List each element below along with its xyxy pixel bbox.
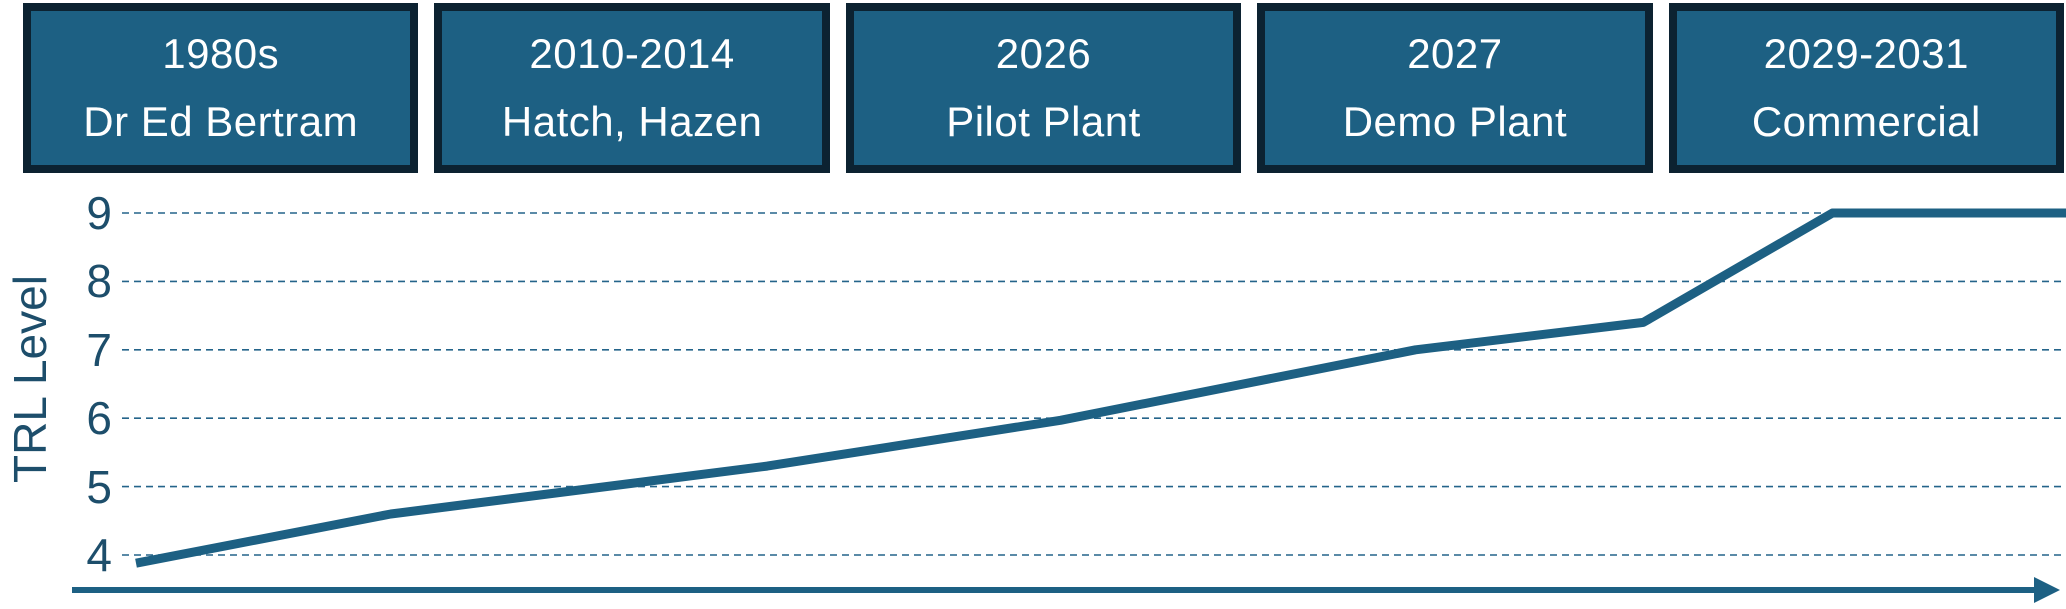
timeline-row: 1980s Dr Ed Bertram 2010-2014 Hatch, Haz… <box>23 3 2065 173</box>
y-tick-label-6: 6 <box>86 392 112 445</box>
milestone-label: Dr Ed Bertram <box>83 98 359 145</box>
y-tick-label-8: 8 <box>86 255 112 308</box>
milestone-box-2010-2014: 2010-2014 Hatch, Hazen <box>434 3 830 173</box>
trl-progress-line <box>135 208 2066 568</box>
milestone-period: 2026 <box>995 30 1092 77</box>
y-tick-label-4: 4 <box>86 529 112 581</box>
milestone-label: Pilot Plant <box>946 98 1141 145</box>
x-axis-arrow-head <box>2034 577 2060 603</box>
milestone-label: Demo Plant <box>1342 98 1568 145</box>
y-tick-label-7: 7 <box>86 323 112 376</box>
milestone-box-2026: 2026 Pilot Plant <box>845 3 1242 173</box>
milestone-period: 1980s <box>162 30 280 77</box>
y-tick-label-9: 9 <box>86 187 112 239</box>
milestone-box-1980s: 1980s Dr Ed Bertram <box>23 3 419 173</box>
milestone-box-2027: 2027 Demo Plant <box>1257 3 1653 173</box>
milestone-period: 2010-2014 <box>529 30 735 77</box>
milestone-period: 2029-2031 <box>1763 30 1969 77</box>
milestone-box-2029-2031: 2029-2031 Commercial <box>1668 3 2065 173</box>
y-tick-label-5: 5 <box>86 460 112 513</box>
milestone-period: 2027 <box>1407 30 1503 77</box>
milestone-label: Hatch, Hazen <box>501 98 763 145</box>
milestone-label: Commercial <box>1751 98 1981 145</box>
